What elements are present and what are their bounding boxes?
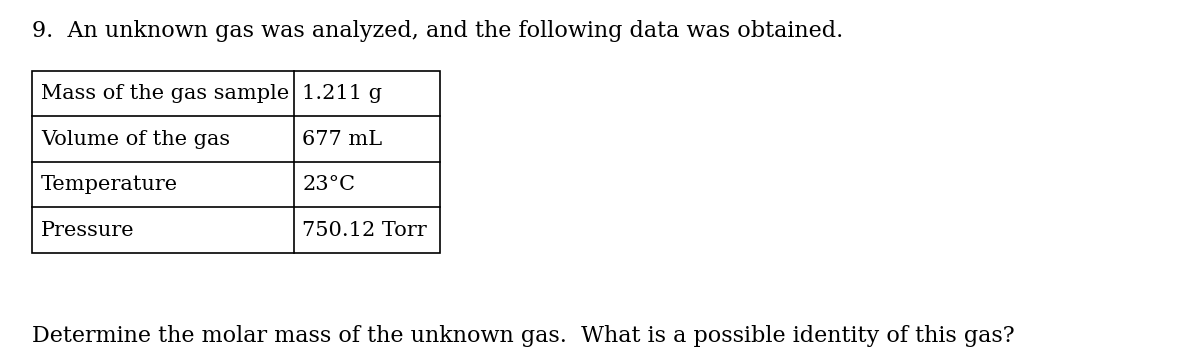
Text: 750.12 Torr: 750.12 Torr bbox=[302, 220, 427, 240]
Text: 1.211 g: 1.211 g bbox=[302, 84, 383, 103]
Text: 9.  An unknown gas was analyzed, and the following data was obtained.: 9. An unknown gas was analyzed, and the … bbox=[32, 20, 844, 42]
Text: Mass of the gas sample: Mass of the gas sample bbox=[41, 84, 289, 103]
Text: Pressure: Pressure bbox=[41, 220, 134, 240]
Text: Volume of the gas: Volume of the gas bbox=[41, 130, 230, 149]
Text: 677 mL: 677 mL bbox=[302, 130, 383, 149]
Text: Determine the molar mass of the unknown gas.  What is a possible identity of thi: Determine the molar mass of the unknown … bbox=[32, 325, 1015, 347]
Text: Temperature: Temperature bbox=[41, 175, 178, 194]
Text: 23°C: 23°C bbox=[302, 175, 355, 194]
Bar bbox=[32, 71, 440, 253]
